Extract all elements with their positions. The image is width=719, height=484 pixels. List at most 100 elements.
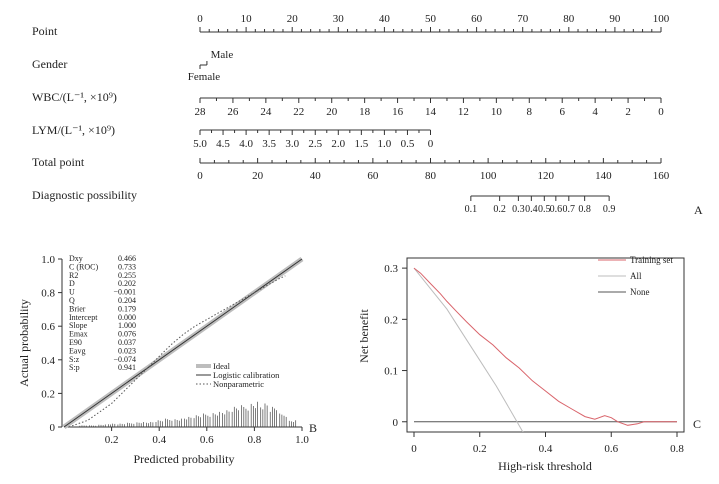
nomogram-tick-label-point: 10 — [241, 13, 253, 25]
calibration-stat-name: S:p — [69, 363, 80, 372]
dca-y-tick-label: 0.1 — [384, 366, 398, 378]
nomogram-tick-label-total-point: 60 — [367, 170, 379, 182]
nomogram-tick-label-lym: 3.5 — [262, 138, 276, 150]
calibration-stat-name: Emax — [69, 330, 88, 339]
nomogram-tick-label-wbc: 2 — [625, 106, 631, 118]
dca-x-tick-label: 0 — [411, 443, 417, 455]
dca-x-tick-label: 0.8 — [670, 443, 684, 455]
nomogram-tick-label-diagnostic: 0.8 — [578, 204, 591, 215]
calibration-stat-value: 0.204 — [118, 296, 136, 305]
dca-frame — [406, 257, 685, 433]
nomogram-tick-label-diagnostic: 0.1 — [465, 204, 478, 215]
calibration-stat-name: D — [69, 279, 75, 288]
nomogram-tick-label-wbc: 20 — [326, 106, 338, 118]
calibration-stat-name: Slope — [69, 321, 88, 330]
nomogram-tick-label-female: Female — [188, 71, 220, 83]
nomogram-tick-label-wbc: 26 — [227, 106, 239, 118]
nomogram-row-label-total-point: Total point — [32, 155, 85, 169]
nomogram-row-label-wbc: WBC/(L⁻¹, ×10⁹) — [32, 90, 117, 104]
calibration-legend-label-ideal: Ideal — [213, 361, 231, 371]
calibration-stat-name: S:z — [69, 355, 80, 364]
nomogram-tick-label-total-point: 100 — [480, 170, 497, 182]
nomogram-tick-label-point: 60 — [471, 13, 483, 25]
dca-ylabel: Net benefit — [357, 309, 371, 363]
calibration-stat-name: E90 — [69, 338, 82, 347]
calibration-stat-name: C (ROC) — [69, 262, 98, 271]
calibration-ylabel: Actual probability — [17, 299, 31, 387]
nomogram-tick-label-wbc: 22 — [293, 106, 304, 118]
nomogram-tick-label-lym: 0 — [428, 138, 434, 150]
nomogram-tick-label-wbc: 24 — [260, 106, 272, 118]
calibration-y-tick-label: 0.4 — [41, 355, 55, 367]
nomogram-tick-label-point: 70 — [517, 13, 529, 25]
nomogram-tick-label-total-point: 80 — [425, 170, 437, 182]
nomogram-tick-label-lym: 5.0 — [193, 138, 207, 150]
nomogram-tick-label-diagnostic: 0.5 — [538, 204, 551, 215]
dca-panel: Net benefit High-risk threshold 0 0.2 0.4 0… — [357, 255, 701, 473]
calibration-stat-value: 0.179 — [118, 304, 136, 313]
nomogram-tick-label-point: 50 — [425, 13, 437, 25]
calibration-stat-name: Q — [69, 296, 75, 305]
dca-x-tick-label: 0.2 — [473, 443, 487, 455]
nomogram-tick-label-wbc: 14 — [425, 106, 437, 118]
calibration-legend-label-nonparametric: Nonparametric — [213, 379, 264, 389]
calibration-stat-name: Brier — [69, 304, 86, 313]
nomogram-tick-label-lym: 0.5 — [401, 138, 415, 150]
nomogram-tick-label-wbc: 28 — [195, 106, 207, 118]
dca-x-tick-label: 0.6 — [604, 443, 618, 455]
calibration-x-tick-label: 0.2 — [105, 434, 119, 446]
dca-y-tick-label: 0.2 — [384, 314, 398, 326]
calibration-y-tick-label: 0.6 — [41, 321, 55, 333]
calibration-y-tick-label: 0.8 — [41, 288, 55, 300]
calibration-legend-label-logistic: Logistic calibration — [213, 370, 280, 380]
calibration-plot: 0.2 0.4 0.6 0.8 1.0 0 0.2 0.4 0.6 0.8 1.0 Dxy 0.466 C… — [41, 254, 309, 446]
calibration-stat-value: 0.941 — [118, 363, 136, 372]
dca-y-tick-label: 0.3 — [384, 263, 398, 275]
calibration-nonparametric-line — [68, 275, 286, 428]
calibration-stat-value: 0.023 — [118, 346, 136, 355]
calibration-y-tick-label: 0 — [50, 422, 56, 434]
nomogram-tick-label-wbc: 16 — [392, 106, 404, 118]
dca-legend-label-none: None — [630, 287, 650, 297]
calibration-x-tick-label: 1.0 — [295, 434, 309, 446]
nomogram-tick-label-lym: 1.5 — [354, 138, 368, 150]
nomogram-tick-label-total-point: 20 — [252, 170, 264, 182]
nomogram-tick-label-wbc: 4 — [592, 106, 598, 118]
nomogram-tick-label-diagnostic: 0.3 — [512, 204, 525, 215]
nomogram-tick-label-diagnostic: 0.9 — [603, 204, 616, 215]
calibration-x-tick-label: 0.8 — [248, 434, 262, 446]
calibration-stat-name: U — [69, 288, 75, 297]
nomogram-row-label-point: Point — [32, 24, 58, 38]
dca-curves — [413, 267, 677, 432]
dca-legend-label-training: Training set — [630, 255, 673, 265]
calibration-stat-value: −0.001 — [113, 288, 136, 297]
calibration-stat-value: 1.000 — [118, 321, 136, 330]
nomogram-tick-label-total-point: 120 — [538, 170, 555, 182]
nomogram-tick-label-wbc: 8 — [527, 106, 533, 118]
nomogram-tick-label-point: 40 — [379, 13, 391, 25]
calibration-stat-name: R2 — [69, 271, 78, 280]
nomogram-tick-label-point: 100 — [653, 13, 670, 25]
nomogram-tick-label-diagnostic: 0.2 — [493, 204, 506, 215]
panel-label-b: B — [309, 421, 317, 435]
nomogram-tick-label-total-point: 140 — [595, 170, 612, 182]
calibration-stat-name: Eavg — [69, 346, 85, 355]
calibration-stat-value: 0.037 — [118, 338, 136, 347]
nomogram-tick-label-point: 0 — [197, 13, 203, 25]
nomogram-tick-label-lym: 2.5 — [308, 138, 322, 150]
nomogram-tick-label-point: 30 — [333, 13, 345, 25]
nomogram-tick-label-wbc: 12 — [458, 106, 469, 118]
nomogram-tick-label-lym: 3.0 — [285, 138, 299, 150]
calibration-stat-value: 0.076 — [118, 330, 136, 339]
nomogram-tick-label-point: 20 — [287, 13, 299, 25]
nomogram-tick-label-point: 90 — [609, 13, 621, 25]
calibration-stat-value: −0.074 — [113, 355, 136, 364]
calibration-y-tick-label: 0.2 — [41, 388, 55, 400]
nomogram-tick-label-point: 80 — [563, 13, 575, 25]
nomogram-tick-label-wbc: 0 — [658, 106, 664, 118]
nomogram-tick-label-wbc: 18 — [359, 106, 371, 118]
nomogram-row-label-gender: Gender — [32, 57, 67, 71]
calibration-stat-value: 0.000 — [118, 313, 136, 322]
calibration-x-tick-label: 0.4 — [152, 434, 166, 446]
